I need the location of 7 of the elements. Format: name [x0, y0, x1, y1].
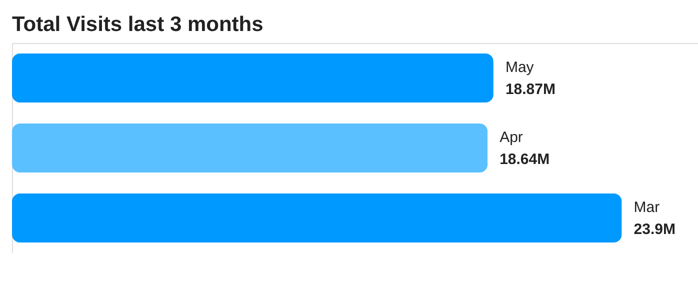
y-tick-label: May [505, 59, 534, 76]
y-tick-label: Mar [634, 199, 660, 216]
data-label: 23.9M [634, 221, 676, 238]
data-label: 18.87M [505, 81, 556, 98]
y-tick-label: Apr [500, 129, 523, 146]
data-label: 18.64M [500, 151, 550, 168]
chart-title: Total Visits last 3 months [12, 13, 264, 36]
